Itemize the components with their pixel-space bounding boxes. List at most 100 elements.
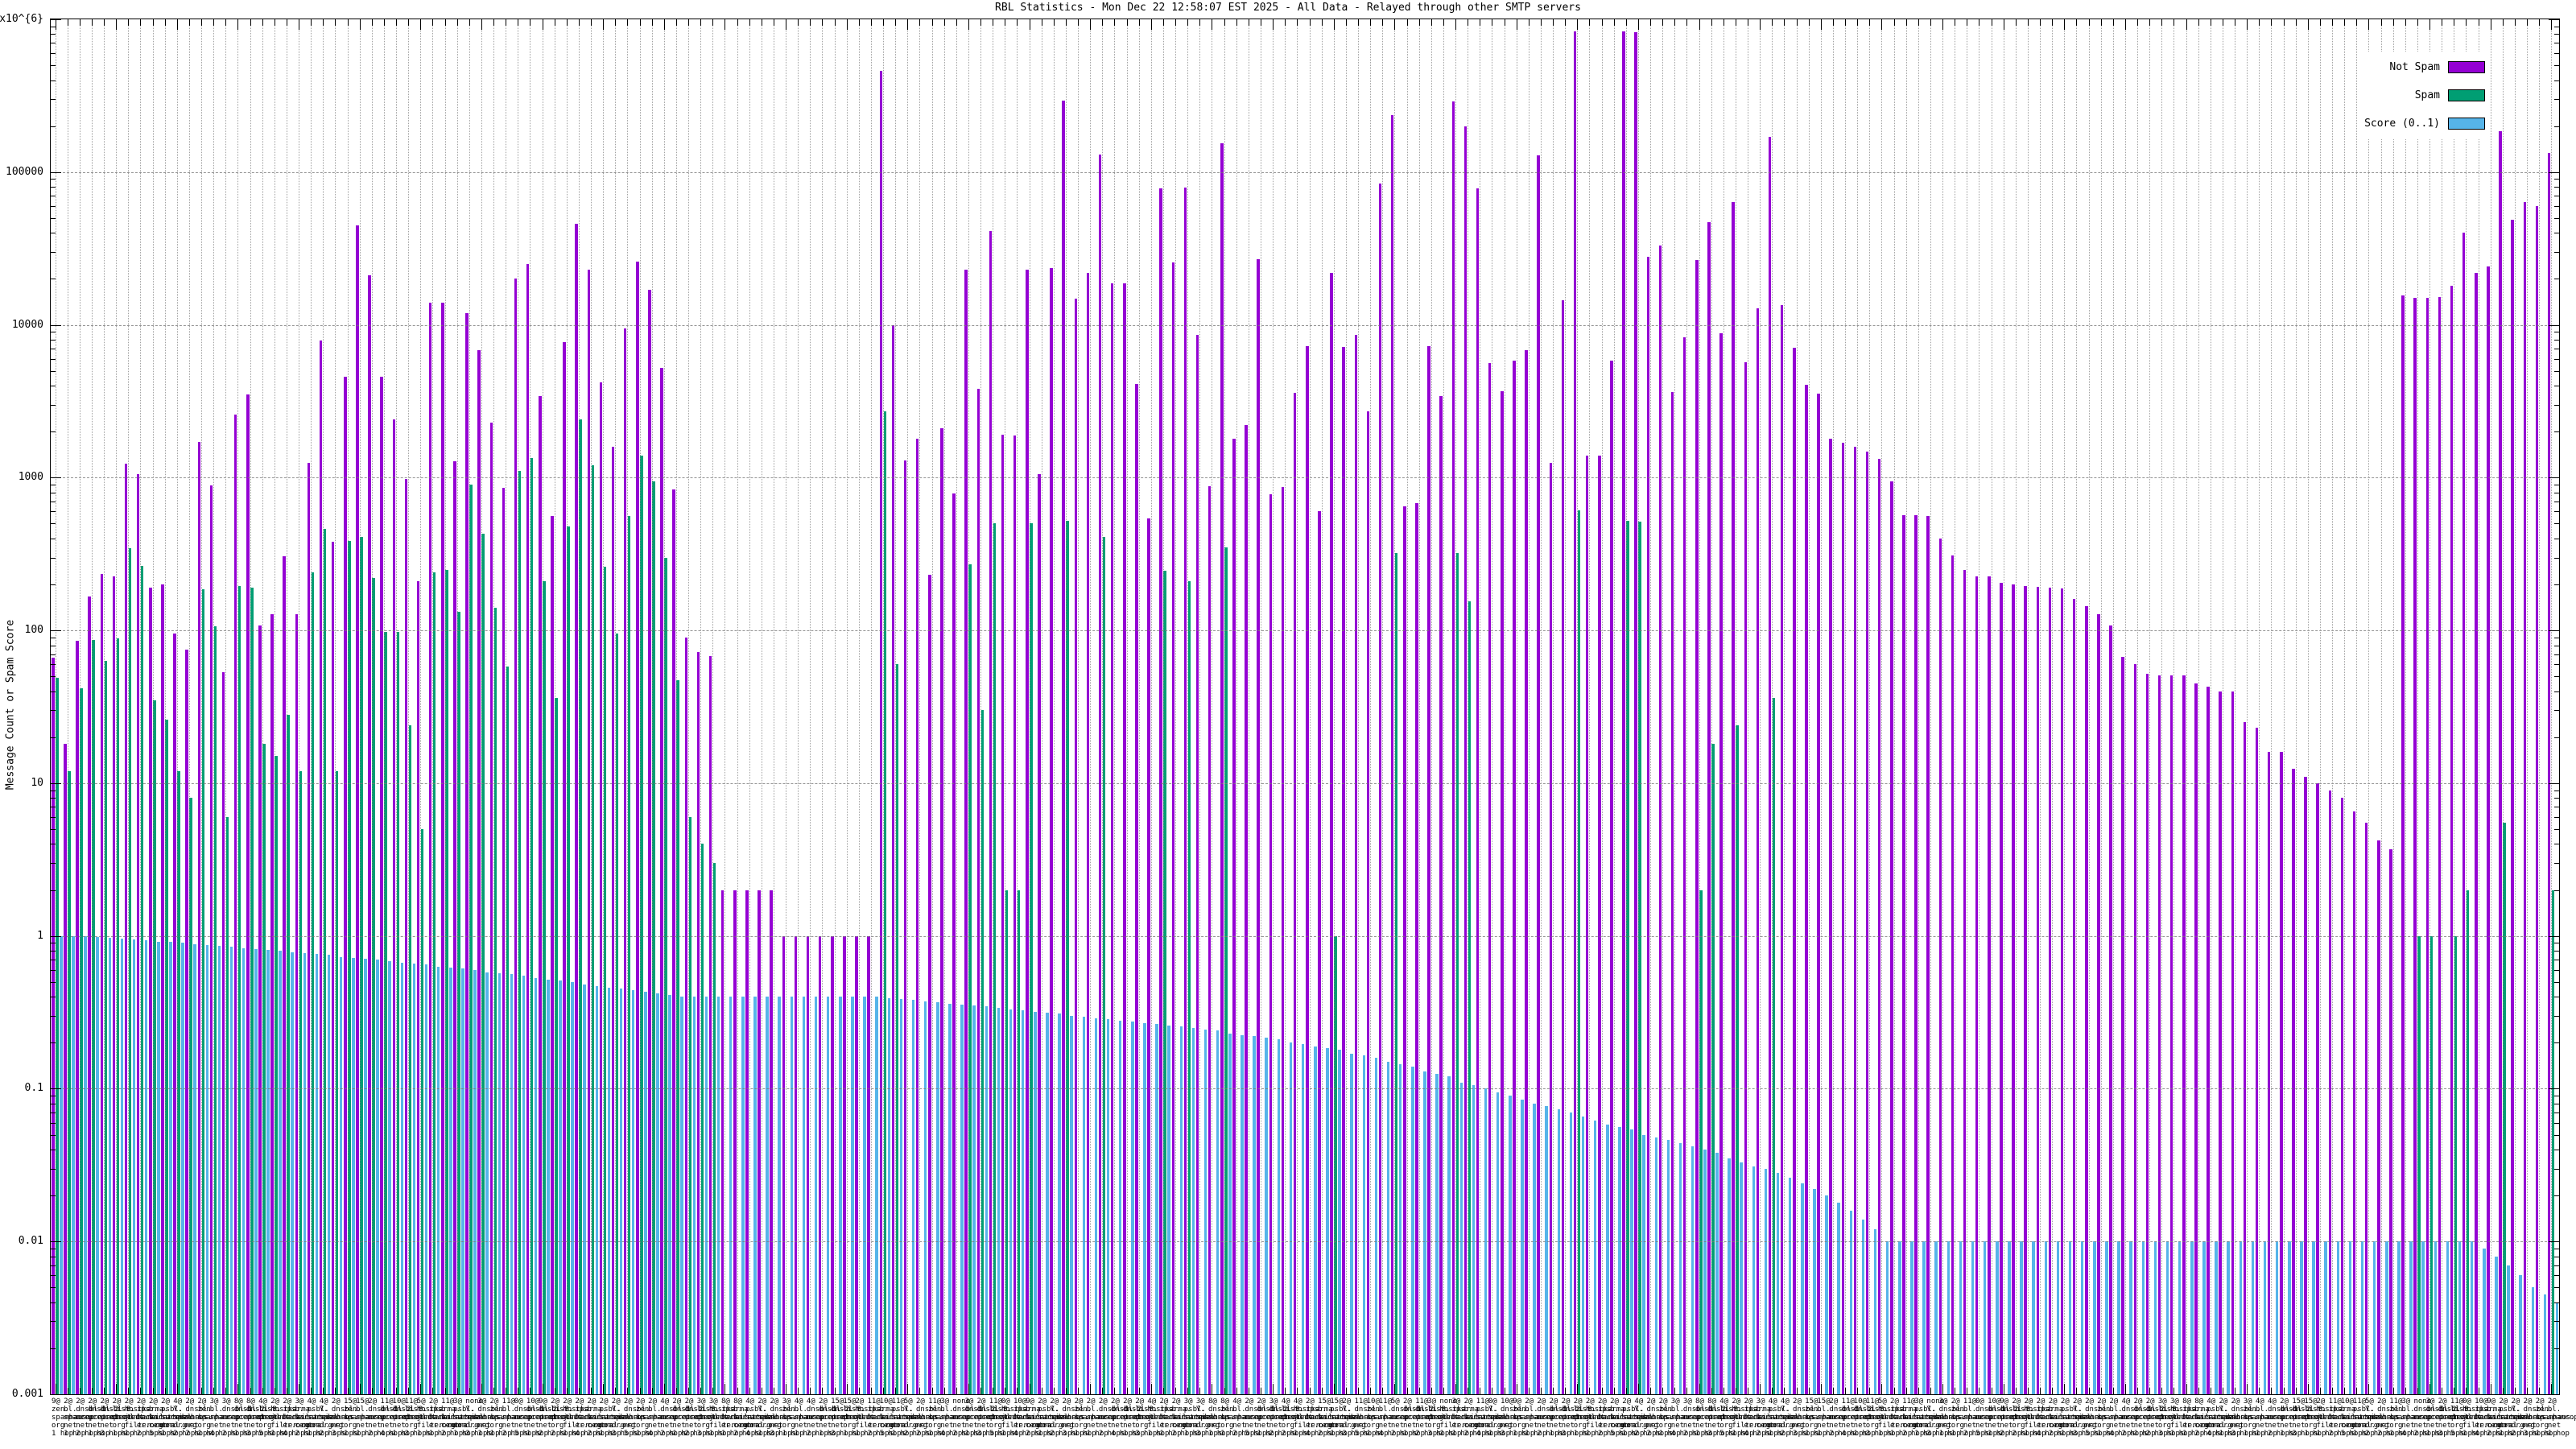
bar-not-spam [2048, 588, 2052, 1394]
x-tick-label: 2@ dnsbl-2. uceprotect. net 1 hop [1549, 1397, 1598, 1438]
bar-not-spam [2194, 683, 2198, 1394]
x-tick-label: 2@ ips. backscatter er.org 4 hops [575, 1397, 624, 1438]
bar-score [266, 950, 270, 1394]
bar-not-spam [209, 485, 213, 1394]
bar-not-spam [2207, 686, 2210, 1394]
bar-score [997, 1007, 1001, 1394]
bar-score [1459, 1082, 1463, 1394]
bar-score [449, 968, 452, 1394]
bar-not-spam [1877, 459, 1881, 1394]
bar-not-spam [1525, 350, 1528, 1394]
bar-not-spam [1890, 481, 1893, 1394]
bar-not-spam [539, 396, 542, 1394]
x-tick-label: 3@ psbl. surriel. com 1 hop [1914, 1397, 1950, 1438]
x-tick-label: 2@ hostkarma. junkemail filter.com 1 hop [270, 1397, 315, 1438]
bar-score [923, 1001, 927, 1394]
bar-not-spam [1513, 361, 1516, 1394]
x-tick-label: 8@ b. barracuda central.org 2 hops [733, 1397, 782, 1438]
bar-spam [396, 631, 400, 1394]
x-tick-label: 10@ ips. backscatter er.org 4 hops [1013, 1397, 1062, 1438]
bar-score [2020, 1241, 2023, 1394]
bar-not-spam [1427, 345, 1430, 1394]
bar-not-spam [307, 462, 311, 1394]
bar-not-spam [964, 269, 968, 1394]
bar-not-spam [940, 428, 943, 1394]
bar-not-spam [2243, 722, 2247, 1394]
y-tick-label: 1000 [18, 471, 43, 484]
bar-spam [237, 586, 242, 1394]
bar-score [790, 997, 794, 1394]
bar-score [1678, 1143, 1682, 1394]
x-tick-label: 9@ zen. spamhaus. org 1 hop [1513, 1397, 1552, 1438]
bar-score [2555, 1302, 2559, 1394]
legend-item-spam: Spam [2364, 81, 2485, 109]
x-tick-label: 2@ list. dnswl. org 1 hop [112, 1397, 139, 1438]
x-tick-label: 2@ hostkarma. junkemail filter.com 1 hop [2316, 1397, 2360, 1438]
x-tick-label: 2@ dnsbl. sorbs. net 5 hops [623, 1397, 650, 1438]
x-tick-label: 2@ ips. backscatter er.org 1 hop [1890, 1397, 1938, 1438]
bar-not-spam [124, 463, 128, 1394]
bar-spam [518, 471, 522, 1394]
bar-not-spam [928, 575, 931, 1394]
x-tick-label: 2@ list. dnswl. org 2 hops [2012, 1397, 2038, 1438]
bar-score [1289, 1042, 1293, 1394]
x-tick-label: 3@ psbl. surriel. com 1 hop [1183, 1397, 1220, 1438]
bar-score [1788, 1178, 1792, 1394]
x-axis-label-band: 9@ zen. spamhaus. org 1 hop 2@ bl. spamcop. net 1… [50, 1397, 2576, 1447]
bar-not-spam [903, 460, 907, 1394]
bar-score [2032, 1241, 2035, 1394]
bar-not-spam [915, 438, 919, 1394]
bar-score [1143, 1022, 1146, 1394]
x-tick-label: 2@ ips. backscatter er.org 4 hops [1744, 1397, 1793, 1438]
bar-not-spam [1793, 347, 1796, 1394]
bar-not-spam [1232, 438, 1236, 1394]
x-tick-label: 11@ psbl. surriel. com 1 hop [891, 1397, 927, 1438]
bar-not-spam [2169, 675, 2174, 1394]
bar-score [2446, 1241, 2450, 1394]
bar-score [2251, 1241, 2255, 1394]
bar-not-spam [2145, 674, 2149, 1394]
x-tick-label: 2@ bl. spamcop. net 4 hops [648, 1397, 683, 1438]
bar-not-spam [720, 890, 724, 1394]
x-tick-label: 15@ dnsbl-3. uceprotect. net 3 hops [2292, 1397, 2340, 1438]
bar-not-spam [1634, 32, 1637, 1394]
x-tick-label: 9@ b. barracuda central.org 2 hops [2487, 1397, 2535, 1438]
bar-spam [895, 664, 899, 1394]
x-tick-label: 2@ dnsbl-3. uceprotect. net 3 hops [976, 1397, 1026, 1438]
bar-not-spam [112, 576, 116, 1394]
bar-score [1752, 1166, 1756, 1394]
bar-score [2409, 1241, 2413, 1394]
bar-not-spam [1682, 336, 1686, 1394]
bar-score [2348, 1241, 2352, 1394]
bar-not-spam [660, 368, 663, 1394]
x-tick-label: 2@ ips. backscatter er.org 1 hop [1159, 1397, 1208, 1438]
bar-score [985, 1006, 989, 1394]
bar-score [1496, 1092, 1500, 1394]
x-tick-label: 2@ b. barracuda central.org 5 hops [149, 1397, 197, 1438]
bar-not-spam [636, 261, 639, 1394]
bar-not-spam [1732, 201, 1735, 1394]
x-tick-label: 0@ Y. spamhaus. org 1 hop [1488, 1397, 1528, 1438]
bar-score [2165, 1241, 2169, 1394]
bar-not-spam [1306, 345, 1309, 1394]
x-tick-label: 2@ dnsbl-2. uceprotect. net 1 hop [2133, 1397, 2182, 1438]
x-tick-label: 2@ dnsbl. sorbs. net 2 hops [1646, 1397, 1674, 1438]
bar-score [60, 935, 63, 1394]
bar-not-spam [465, 312, 469, 1394]
bar-not-spam [1926, 516, 1930, 1394]
x-tick-label: 2@ Y. spamhaus. org 3 hops [611, 1397, 651, 1438]
bar-spam [348, 541, 351, 1394]
x-tick-label: 15@ bl. spamcop. net 1 hop [356, 1397, 391, 1438]
bar-not-spam [1245, 425, 1248, 1394]
bar-not-spam [52, 658, 55, 1394]
bar-not-spam [818, 935, 822, 1394]
bar-score [1106, 1019, 1110, 1394]
bar-not-spam [173, 634, 176, 1394]
bar-score [2056, 1241, 2060, 1394]
bar-not-spam [563, 342, 566, 1394]
x-tick-label: 11@ list. dnswl. org 3 hops [404, 1397, 431, 1438]
x-tick-label: 4@ list. dnswl. org 2 hops [1281, 1397, 1308, 1438]
bar-spam [506, 667, 510, 1394]
bar-score [2080, 1241, 2084, 1394]
